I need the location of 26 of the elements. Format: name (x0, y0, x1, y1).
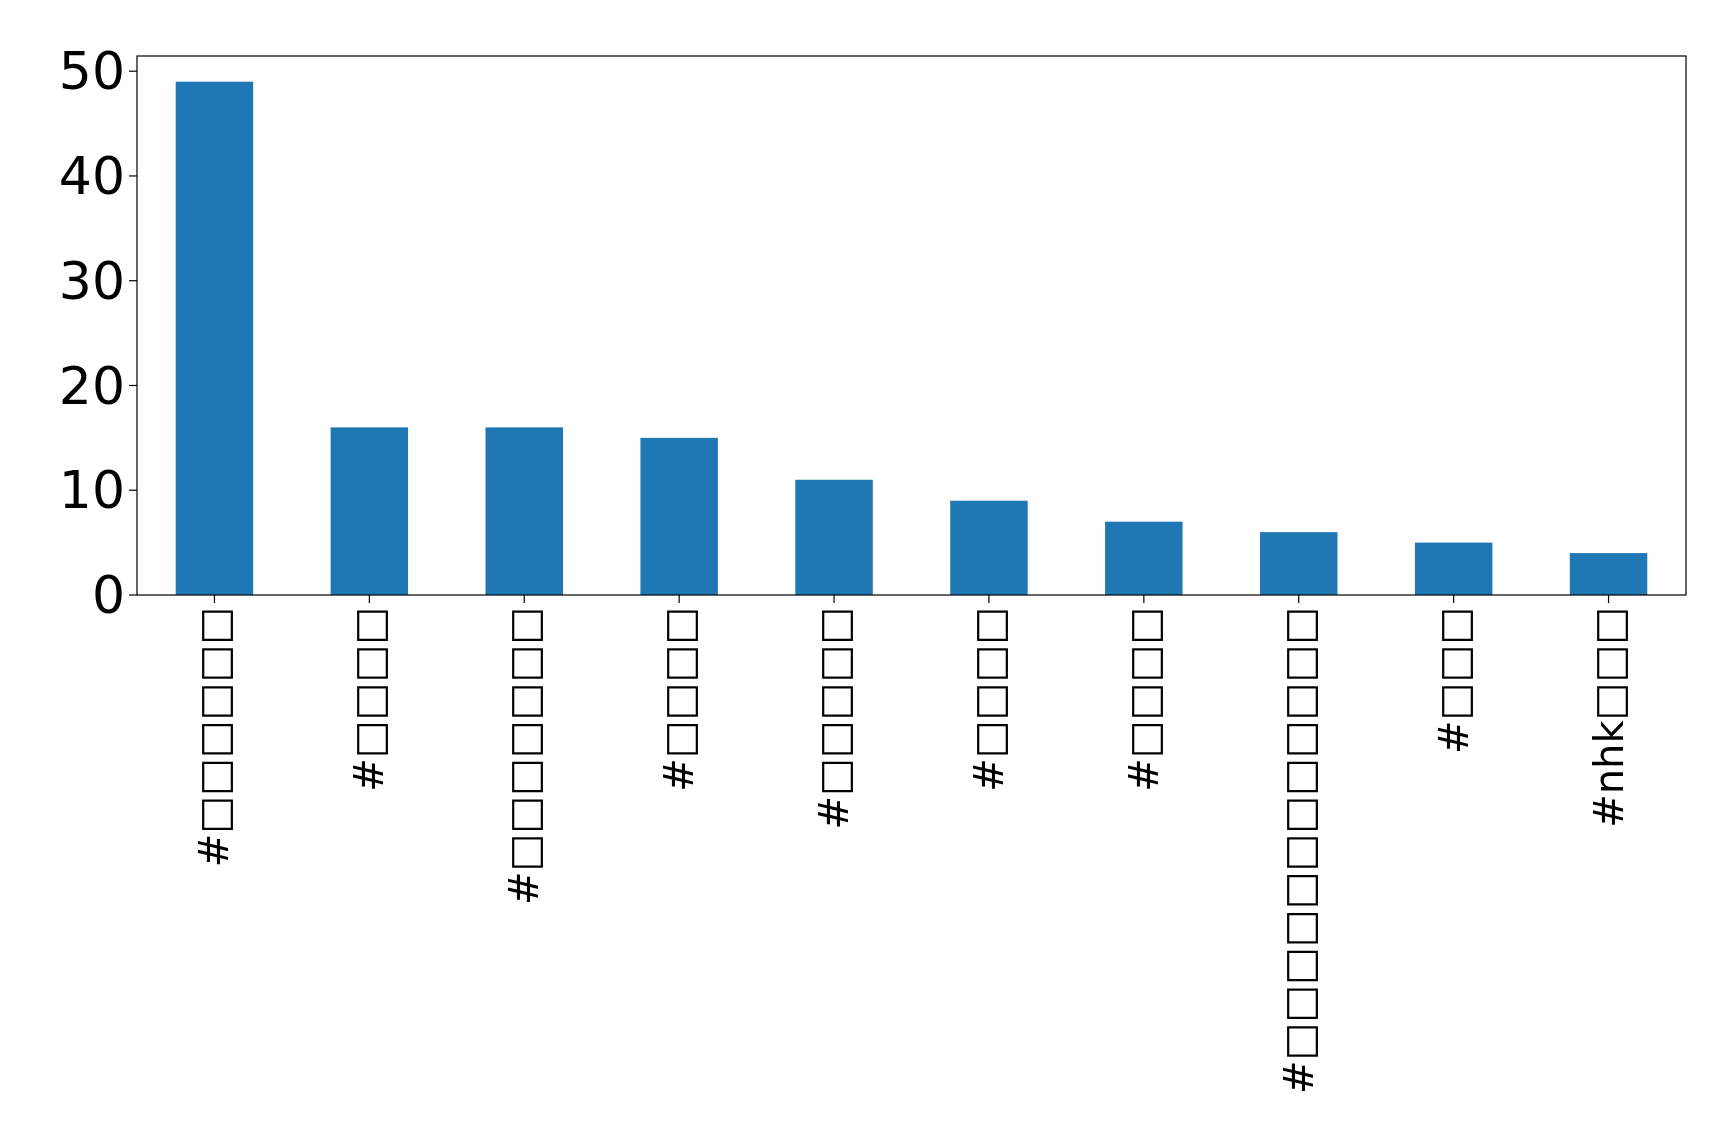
bar (1569, 553, 1648, 595)
bar (1414, 542, 1493, 595)
x-tick-label: #□□□ (1430, 607, 1477, 754)
bar (640, 437, 718, 595)
x-tick-label: #□□□□□□□ (501, 607, 548, 906)
bar (485, 427, 563, 595)
y-tick-label: 30 (58, 250, 125, 311)
x-tick-label: #□□□□□□ (191, 607, 238, 868)
x-tick-label: #nhk□□□ (1585, 607, 1632, 828)
x-tick-label: #□□□□ (346, 607, 393, 792)
x-tick-label: #□□□□□□□□□□□□ (1275, 607, 1322, 1095)
bar (175, 81, 254, 595)
y-tick-label: 20 (58, 355, 125, 416)
bar (1260, 532, 1338, 595)
y-tick-label: 10 (58, 460, 125, 521)
x-tick-label: #□□□□ (656, 607, 703, 792)
bar (1105, 521, 1183, 595)
x-tick-label: #□□□□□ (811, 607, 858, 830)
bar (950, 500, 1028, 595)
bar (795, 479, 873, 595)
y-tick-label: 50 (58, 41, 125, 102)
x-tick-label: #□□□□ (965, 607, 1012, 792)
y-tick-label: 40 (58, 146, 125, 207)
bar (330, 427, 409, 595)
x-tick-label: #□□□□ (1120, 607, 1167, 792)
y-tick-label: 0 (91, 565, 125, 626)
